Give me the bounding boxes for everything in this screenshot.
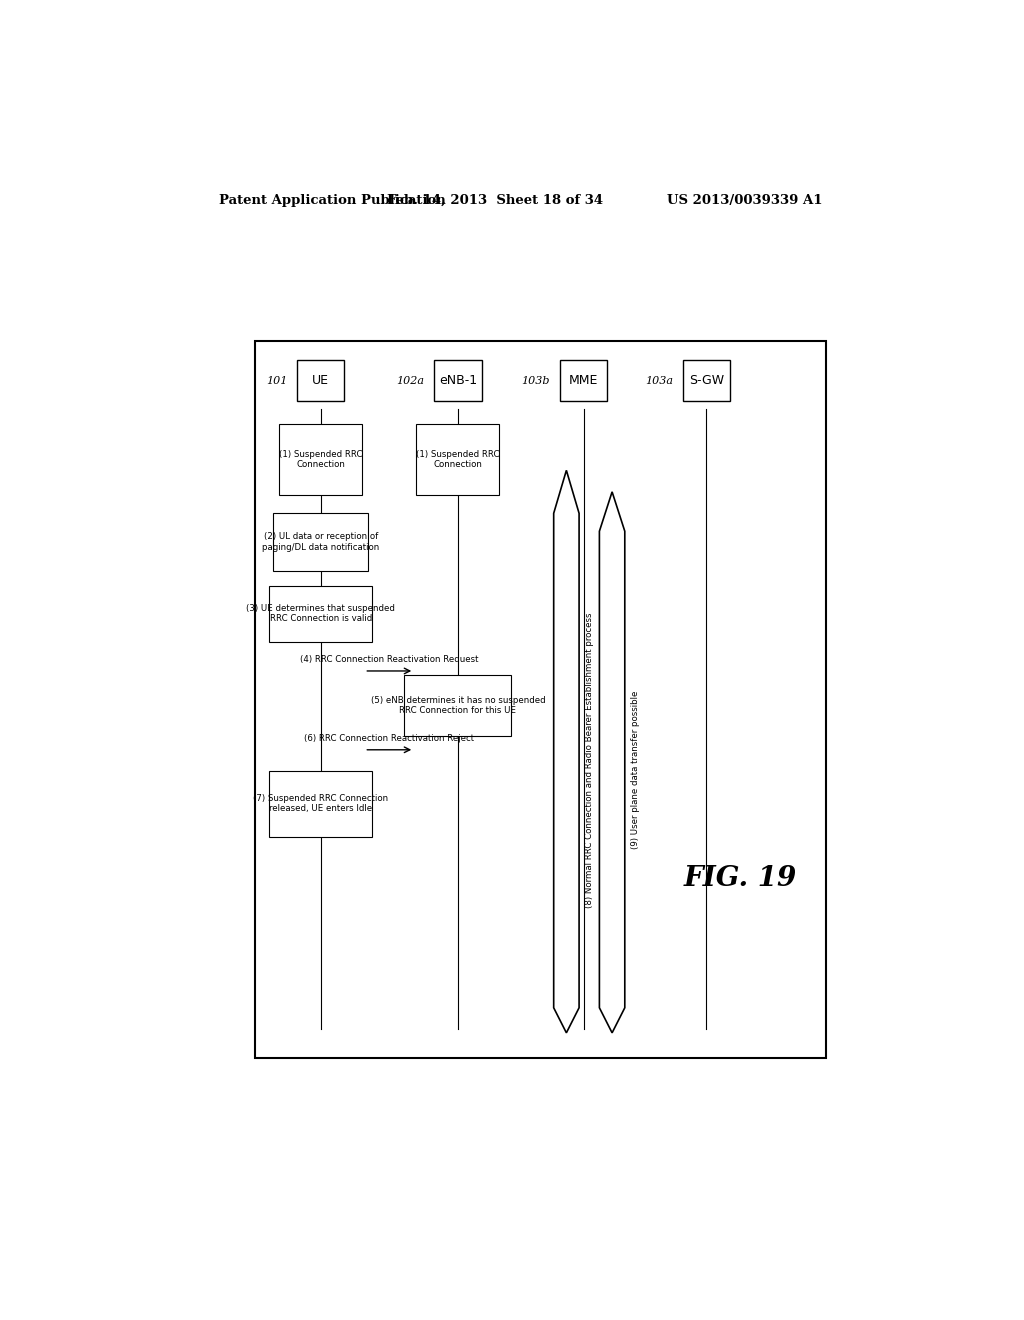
Bar — [297, 360, 344, 401]
Text: (9) User plane data transfer possible: (9) User plane data transfer possible — [631, 690, 640, 849]
Bar — [255, 342, 826, 1057]
Text: eNB-1: eNB-1 — [438, 375, 477, 387]
Bar — [560, 360, 607, 401]
Bar — [404, 675, 511, 735]
Text: (4) RRC Connection Reactivation Request: (4) RRC Connection Reactivation Request — [300, 655, 478, 664]
Text: (8) Normal RRC Connection and Radio Bearer Establishment process: (8) Normal RRC Connection and Radio Bear… — [586, 612, 594, 908]
Text: (5) eNB determines it has no suspended
RRC Connection for this UE: (5) eNB determines it has no suspended R… — [371, 696, 545, 715]
Bar — [416, 424, 500, 495]
Text: FIG. 19: FIG. 19 — [684, 866, 798, 892]
Text: 102a: 102a — [396, 376, 425, 385]
Text: (2) UL data or reception of
paging/DL data notification: (2) UL data or reception of paging/DL da… — [262, 532, 379, 552]
Polygon shape — [554, 470, 580, 1032]
Text: 103b: 103b — [521, 376, 550, 385]
Text: 101: 101 — [266, 376, 288, 385]
Bar — [434, 360, 481, 401]
Bar — [269, 586, 373, 642]
Text: Feb. 14, 2013  Sheet 18 of 34: Feb. 14, 2013 Sheet 18 of 34 — [387, 194, 603, 207]
Text: US 2013/0039339 A1: US 2013/0039339 A1 — [667, 194, 822, 207]
Text: (1) Suspended RRC
Connection: (1) Suspended RRC Connection — [416, 450, 500, 470]
Text: UE: UE — [312, 375, 329, 387]
Text: (7) Suspended RRC Connection
released, UE enters Idle: (7) Suspended RRC Connection released, U… — [253, 793, 388, 813]
Text: Patent Application Publication: Patent Application Publication — [219, 194, 446, 207]
Bar — [683, 360, 730, 401]
Text: 103a: 103a — [645, 376, 673, 385]
Polygon shape — [599, 492, 625, 1032]
Bar — [279, 424, 362, 495]
Bar — [273, 512, 369, 572]
Text: (3) UE determines that suspended
RRC Connection is valid: (3) UE determines that suspended RRC Con… — [246, 605, 395, 623]
Text: (1) Suspended RRC
Connection: (1) Suspended RRC Connection — [279, 450, 362, 470]
Text: MME: MME — [569, 375, 598, 387]
Text: S-GW: S-GW — [689, 375, 724, 387]
Text: (6) RRC Connection Reactivation Reject: (6) RRC Connection Reactivation Reject — [304, 734, 474, 743]
Bar — [269, 771, 373, 837]
